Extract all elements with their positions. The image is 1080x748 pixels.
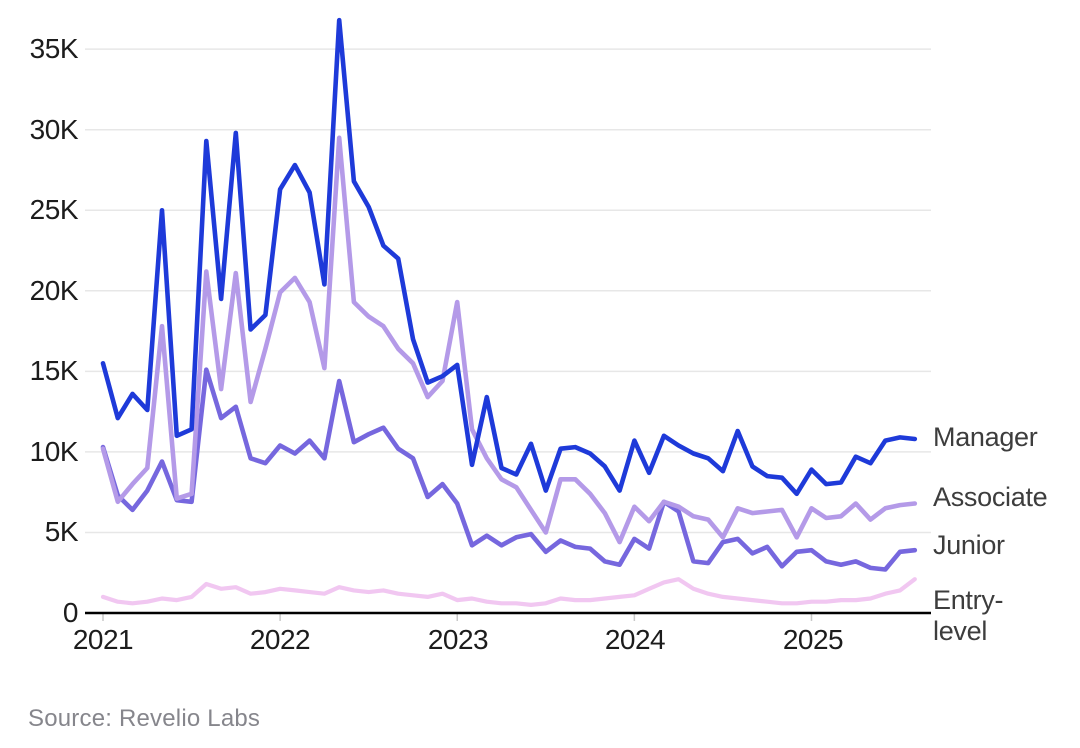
series-label-junior: Junior — [933, 530, 1005, 560]
x-tick-2021: 2021 — [72, 624, 134, 655]
line-entry-level — [100, 577, 917, 608]
x-tick-2024: 2024 — [604, 624, 666, 655]
series-label-associate: Associate — [933, 482, 1048, 512]
x-tick-2022: 2022 — [249, 624, 311, 655]
series-label-entry-line1: Entry- — [933, 585, 1004, 615]
series-label-manager: Manager — [933, 422, 1038, 452]
line-junior — [100, 367, 918, 572]
y-tick-15k: 15K — [29, 355, 79, 386]
series-label-entry-level: Entry-level — [933, 585, 1004, 647]
y-tick-0: 0 — [62, 597, 79, 628]
source-credit: Source: Revelio Labs — [28, 705, 261, 732]
y-tick-5k: 5K — [44, 516, 79, 547]
y-tick-10k: 10K — [29, 436, 79, 467]
y-tick-25k: 25K — [29, 194, 79, 225]
y-tick-30k: 30K — [29, 114, 79, 145]
y-tick-20k: 20K — [29, 275, 79, 306]
y-tick-35k: 35K — [29, 33, 79, 64]
series-label-entry-line2: level — [933, 616, 988, 646]
line-manager — [100, 17, 918, 497]
line-associate — [100, 135, 918, 545]
x-tick-2025: 2025 — [782, 624, 844, 655]
x-tick-2023: 2023 — [427, 624, 489, 655]
